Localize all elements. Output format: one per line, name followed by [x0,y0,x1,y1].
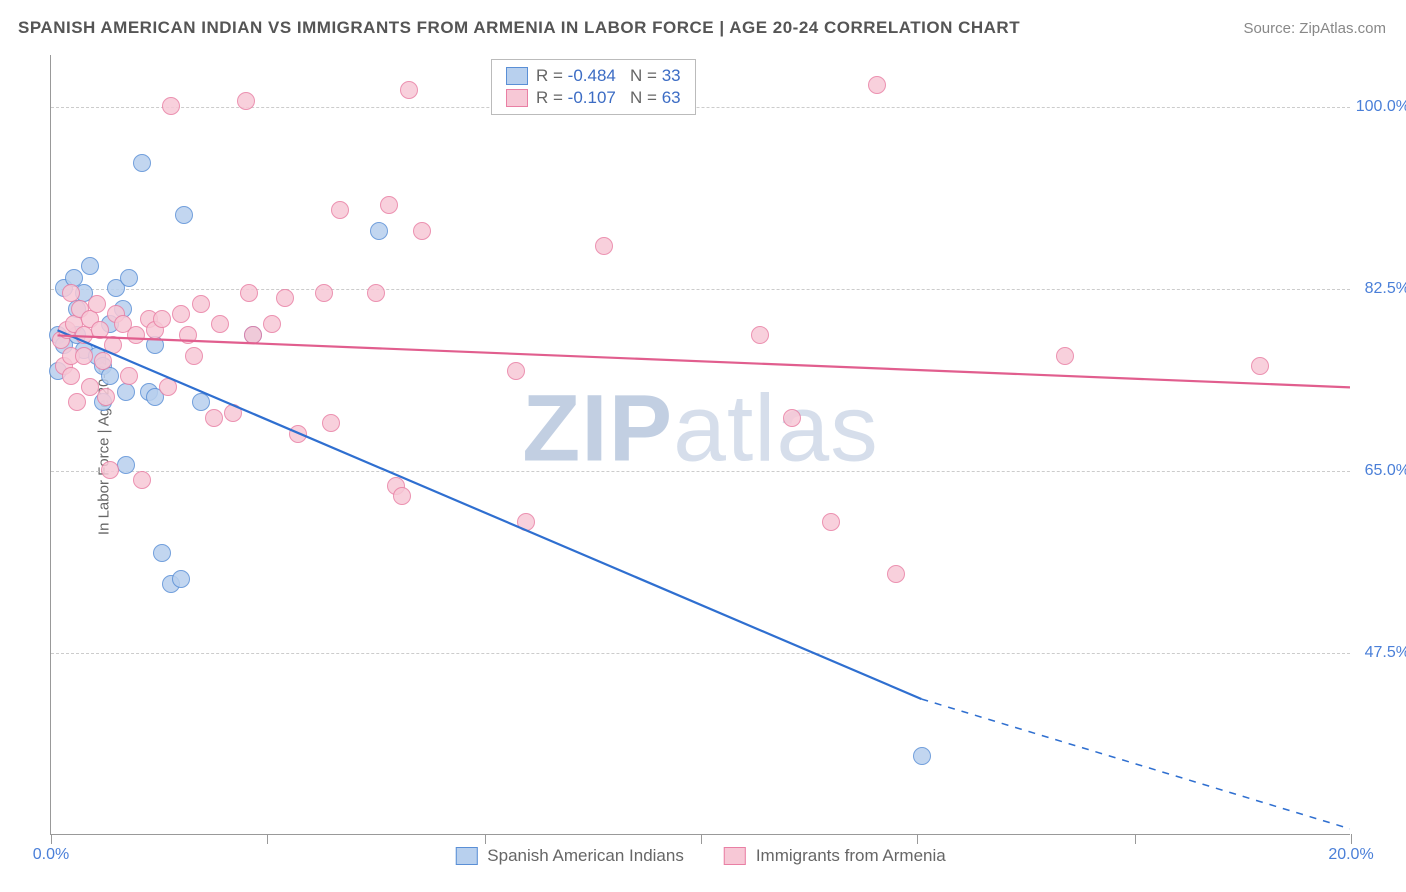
scatter-point [91,321,109,339]
gridline-h [51,653,1350,654]
watermark: ZIPatlas [522,374,878,483]
x-tick [267,834,268,844]
legend-text: R = -0.107 N = 63 [536,88,681,108]
x-tick [51,834,52,844]
x-tick [917,834,918,844]
scatter-point [400,81,418,99]
legend-swatch [724,847,746,865]
scatter-point [822,513,840,531]
scatter-point [370,222,388,240]
scatter-point [127,326,145,344]
scatter-point [179,326,197,344]
correlation-legend: R = -0.484 N = 33R = -0.107 N = 63 [491,59,696,115]
scatter-point [101,461,119,479]
trend-lines [51,55,1350,834]
series-legend-item: Spanish American Indians [455,846,684,866]
scatter-point [146,336,164,354]
scatter-point [315,284,333,302]
scatter-point [1056,347,1074,365]
scatter-point [289,425,307,443]
scatter-point [153,310,171,328]
scatter-point [380,196,398,214]
scatter-point [887,565,905,583]
scatter-point [244,326,262,344]
legend-row: R = -0.484 N = 33 [506,65,681,87]
scatter-point [868,76,886,94]
series-name: Immigrants from Armenia [756,846,946,866]
series-name: Spanish American Indians [487,846,684,866]
x-tick [701,834,702,844]
scatter-point [97,388,115,406]
plot-area: ZIPatlas R = -0.484 N = 33R = -0.107 N =… [50,55,1350,835]
scatter-point [75,347,93,365]
legend-row: R = -0.107 N = 63 [506,87,681,109]
scatter-point [172,570,190,588]
scatter-point [88,295,106,313]
scatter-point [120,367,138,385]
legend-swatch [455,847,477,865]
x-tick-label: 0.0% [33,846,69,864]
scatter-point [211,315,229,333]
scatter-point [62,367,80,385]
x-tick [1135,834,1136,844]
scatter-point [322,414,340,432]
legend-swatch [506,67,528,85]
scatter-point [205,409,223,427]
scatter-point [81,378,99,396]
scatter-point [175,206,193,224]
scatter-point [413,222,431,240]
scatter-point [104,336,122,354]
scatter-point [120,269,138,287]
scatter-point [185,347,203,365]
scatter-point [172,305,190,323]
scatter-point [240,284,258,302]
scatter-point [783,409,801,427]
scatter-point [162,97,180,115]
scatter-point [751,326,769,344]
x-tick [1351,834,1352,844]
scatter-point [517,513,535,531]
scatter-point [393,487,411,505]
chart-title: SPANISH AMERICAN INDIAN VS IMMIGRANTS FR… [18,18,1020,38]
scatter-point [153,544,171,562]
scatter-point [81,257,99,275]
scatter-point [331,201,349,219]
series-legend: Spanish American Indians Immigrants from … [455,846,945,866]
x-tick-label: 20.0% [1328,846,1373,864]
scatter-point [101,367,119,385]
scatter-point [237,92,255,110]
x-tick [485,834,486,844]
scatter-point [367,284,385,302]
legend-swatch [506,89,528,107]
scatter-point [276,289,294,307]
y-tick-label: 65.0% [1365,462,1406,480]
scatter-point [159,378,177,396]
scatter-point [68,393,86,411]
scatter-point [117,383,135,401]
scatter-point [224,404,242,422]
scatter-point [117,456,135,474]
scatter-point [913,747,931,765]
scatter-point [507,362,525,380]
y-tick-label: 100.0% [1356,98,1406,116]
series-legend-item: Immigrants from Armenia [724,846,946,866]
y-tick-label: 47.5% [1365,644,1406,662]
scatter-point [192,393,210,411]
y-tick-label: 82.5% [1365,280,1406,298]
scatter-point [192,295,210,313]
gridline-h [51,471,1350,472]
scatter-point [94,352,112,370]
source-label: Source: ZipAtlas.com [1243,20,1386,37]
scatter-point [263,315,281,333]
scatter-point [595,237,613,255]
scatter-point [1251,357,1269,375]
scatter-point [133,154,151,172]
scatter-point [133,471,151,489]
legend-text: R = -0.484 N = 33 [536,66,681,86]
